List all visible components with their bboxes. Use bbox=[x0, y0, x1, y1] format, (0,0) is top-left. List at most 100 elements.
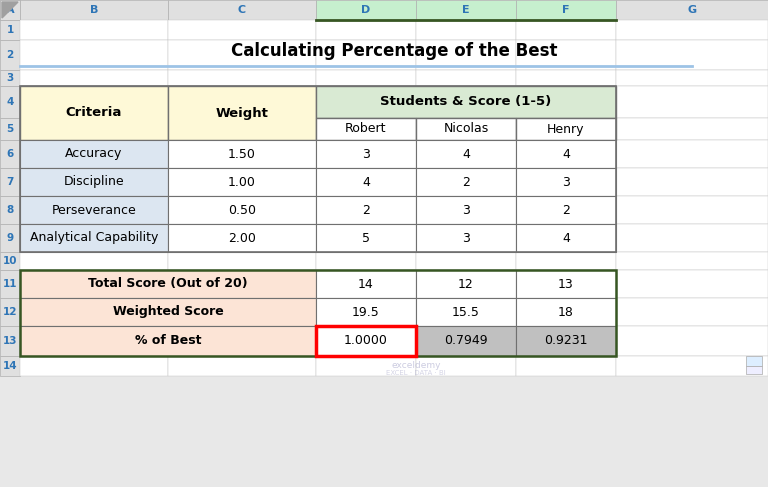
Text: 2: 2 bbox=[462, 175, 470, 188]
Bar bbox=[20, 270, 168, 298]
Bar bbox=[316, 196, 416, 224]
Bar bbox=[0, 86, 20, 118]
Bar bbox=[316, 298, 416, 326]
Bar bbox=[168, 298, 316, 326]
Bar bbox=[516, 70, 616, 86]
Bar bbox=[168, 224, 316, 252]
Text: F: F bbox=[562, 5, 570, 15]
Text: 13: 13 bbox=[558, 278, 574, 291]
Bar bbox=[0, 168, 20, 196]
Bar bbox=[20, 356, 168, 376]
Bar bbox=[416, 252, 516, 270]
Bar bbox=[616, 118, 768, 140]
Bar bbox=[316, 86, 616, 118]
Bar bbox=[0, 20, 20, 40]
Polygon shape bbox=[2, 2, 18, 18]
Text: 10: 10 bbox=[3, 256, 17, 266]
Text: 2: 2 bbox=[562, 204, 570, 217]
Text: 4: 4 bbox=[362, 175, 370, 188]
Bar bbox=[616, 224, 768, 252]
Text: 2.00: 2.00 bbox=[228, 231, 256, 244]
Bar bbox=[316, 70, 416, 86]
Text: 3: 3 bbox=[362, 148, 370, 161]
Text: 2: 2 bbox=[6, 50, 14, 60]
Text: exceldemy: exceldemy bbox=[391, 361, 441, 370]
Bar bbox=[20, 168, 168, 196]
Bar bbox=[416, 140, 516, 168]
Bar bbox=[316, 326, 416, 356]
Text: D: D bbox=[362, 5, 371, 15]
Bar bbox=[168, 140, 316, 168]
Bar bbox=[316, 140, 416, 168]
Bar bbox=[0, 70, 20, 86]
Bar bbox=[416, 224, 516, 252]
Bar bbox=[168, 70, 316, 86]
Text: 7: 7 bbox=[6, 177, 14, 187]
Bar bbox=[746, 366, 762, 374]
Text: 5: 5 bbox=[362, 231, 370, 244]
Bar bbox=[516, 298, 616, 326]
Bar bbox=[316, 326, 416, 356]
Bar bbox=[168, 86, 316, 118]
Bar bbox=[0, 118, 20, 140]
Text: 4: 4 bbox=[6, 97, 14, 107]
Text: Accuracy: Accuracy bbox=[65, 148, 123, 161]
Text: 1.50: 1.50 bbox=[228, 148, 256, 161]
Text: 15.5: 15.5 bbox=[452, 305, 480, 318]
Bar bbox=[616, 86, 768, 118]
Bar bbox=[168, 0, 316, 20]
Bar bbox=[316, 140, 416, 168]
Bar bbox=[168, 40, 316, 70]
Bar bbox=[316, 326, 416, 356]
Bar bbox=[616, 270, 768, 298]
Text: Perseverance: Perseverance bbox=[51, 204, 137, 217]
Bar bbox=[168, 168, 316, 196]
Bar bbox=[20, 298, 316, 326]
Text: Total Score (Out of 20): Total Score (Out of 20) bbox=[88, 278, 248, 291]
Bar bbox=[20, 86, 168, 140]
Text: 0.7949: 0.7949 bbox=[444, 335, 488, 348]
Bar bbox=[416, 298, 516, 326]
Text: Calculating Percentage of the Best: Calculating Percentage of the Best bbox=[230, 42, 558, 60]
Text: G: G bbox=[687, 5, 697, 15]
Bar bbox=[316, 270, 416, 298]
Text: Criteria: Criteria bbox=[66, 107, 122, 119]
Bar bbox=[0, 140, 20, 168]
Text: % of Best: % of Best bbox=[134, 335, 201, 348]
Bar bbox=[516, 118, 616, 140]
Bar bbox=[616, 70, 768, 86]
Text: 3: 3 bbox=[562, 175, 570, 188]
Bar bbox=[516, 224, 616, 252]
Text: 8: 8 bbox=[6, 205, 14, 215]
Bar bbox=[168, 270, 316, 298]
Bar bbox=[0, 224, 20, 252]
Bar bbox=[316, 270, 416, 298]
Bar bbox=[416, 20, 516, 40]
Bar bbox=[20, 196, 168, 224]
Text: 18: 18 bbox=[558, 305, 574, 318]
Text: B: B bbox=[90, 5, 98, 15]
Bar bbox=[746, 356, 762, 366]
Text: 4: 4 bbox=[562, 148, 570, 161]
Text: 0.9231: 0.9231 bbox=[545, 335, 588, 348]
Bar bbox=[20, 196, 168, 224]
Bar bbox=[416, 356, 516, 376]
Bar bbox=[20, 326, 168, 356]
Bar bbox=[616, 252, 768, 270]
Bar bbox=[616, 40, 768, 70]
Bar bbox=[0, 326, 20, 356]
Text: 19.5: 19.5 bbox=[352, 305, 380, 318]
Bar bbox=[616, 20, 768, 40]
Bar bbox=[168, 224, 316, 252]
Text: Henry: Henry bbox=[548, 123, 584, 135]
Bar bbox=[168, 252, 316, 270]
Bar bbox=[516, 0, 616, 20]
Bar bbox=[168, 326, 316, 356]
Text: 12: 12 bbox=[3, 307, 17, 317]
Bar bbox=[416, 270, 516, 298]
Bar bbox=[516, 168, 616, 196]
Bar bbox=[416, 224, 516, 252]
Text: 1: 1 bbox=[6, 25, 14, 35]
Bar bbox=[316, 40, 416, 70]
Bar bbox=[20, 40, 168, 70]
